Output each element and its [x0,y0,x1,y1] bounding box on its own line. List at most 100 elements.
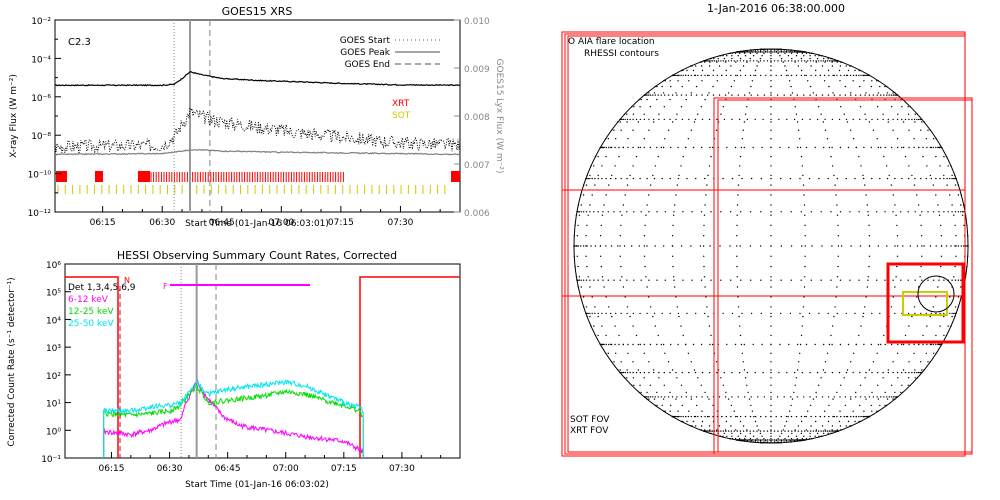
lon-grid-dot [826,138,829,140]
lon-grid-dot [770,55,772,57]
lon-grid-dot [896,255,899,257]
lat-grid-dot [927,211,929,213]
lon-grid-dot [671,255,674,257]
lon-grid-dot [602,146,604,149]
lon-grid-dot [770,429,772,431]
lat-grid-dot [693,415,696,418]
lon-grid-dot [907,384,909,386]
lon-grid-dot [785,50,788,53]
lat-grid-dot [854,177,856,180]
lon-grid-dot [730,65,732,67]
lat-grid-dot [723,118,726,121]
lon-grid-dot [576,245,578,247]
lon-grid-dot [835,296,837,298]
lon-grid-dot [824,361,827,363]
lat-grid-dot [707,94,709,96]
lon-grid-dot [673,276,675,278]
lat-grid-dot [763,439,765,441]
lon-grid-dot [770,184,772,186]
lon-grid-dot [868,255,871,257]
lat-grid-dot [795,439,798,441]
lon-grid-dot [770,165,772,167]
lon-grid-dot [882,377,884,379]
lon-grid-dot [795,377,798,379]
lon-grid-dot [770,113,772,115]
lon-grid-dot [687,138,690,140]
lat-grid-dot [646,396,648,398]
lon-grid-dot [692,69,695,72]
lat-grid-dot [577,211,579,213]
lon-grid-dot [750,439,752,442]
lon-grid-dot [872,361,875,363]
lat-grid-dot [896,118,899,121]
lat-grid-dot [632,146,634,149]
lon-grid-dot [589,174,591,177]
lon-grid-dot [656,404,658,407]
lat-grid-dot [586,312,588,315]
lon-grid-dot [868,369,871,371]
lon-grid-dot [690,398,692,400]
lat-grid-dot [831,146,833,149]
lat-grid-dot [580,245,582,247]
lon-grid-dot [723,432,726,435]
lon-grid-dot [845,74,848,77]
lat-grid-dot [929,146,931,149]
lat-grid-dot [880,94,882,96]
lat-grid-dot [852,371,854,374]
lon-grid-dot [753,74,755,77]
lat-grid-dot [718,94,721,96]
lon-grid-dot [756,438,758,440]
lon-grid-dot [821,425,824,427]
lon-grid-dot [949,296,951,298]
lon-grid-dot [921,235,923,237]
lat-grid-dot [833,94,835,96]
lon-grid-dot [586,224,588,227]
lat-grid-dot [671,94,674,96]
lat-grid-dot [839,396,841,398]
lat-grid-dot [810,415,812,418]
lat-grid-dot [741,312,743,315]
sot-fov-box [902,291,948,316]
lon-grid-dot [907,106,909,108]
lon-grid-dot [611,315,613,318]
lon-grid-dot [855,146,857,149]
lat-grid-dot [602,279,604,281]
lat-grid-dot [725,430,727,432]
lon-grid-dot [600,265,602,268]
lon-grid-dot [802,315,804,318]
lon-grid-dot [814,435,816,437]
lon-grid-dot [892,194,894,196]
lon-grid-dot [824,129,827,131]
lon-grid-dot [736,74,738,77]
lat-grid-dot [643,343,645,346]
lat-grid-dot [872,94,875,96]
lat-grid-dot [901,118,903,121]
lat-grid-dot [645,94,647,96]
lat-grid-dot [582,279,585,281]
lon-grid-dot [897,377,899,379]
lon-grid-dot [670,85,672,88]
goes-dotted-series-line [54,107,461,154]
xrt-coverage-block [138,171,150,182]
lat-grid-dot [860,415,862,418]
lat-grid-dot [667,94,670,96]
lat-grid-dot [574,245,576,247]
lon-grid-dot [577,224,579,227]
lon-grid-dot [601,276,604,278]
lat-grid-dot [876,211,878,213]
lon-grid-dot [847,420,850,423]
lon-grid-dot [736,235,738,237]
lat-grid-dot [639,177,641,180]
lat-grid-dot [919,371,921,374]
lat-grid-dot [697,74,699,77]
lon-grid-dot [868,121,871,123]
lon-grid-dot [654,165,656,167]
lat-grid-dot [868,94,871,96]
lon-grid-dot [708,65,711,67]
lat-grid-dot [921,279,923,281]
lat-grid-dot [704,312,706,315]
lat-grid-dot [845,177,847,180]
goes-x-axis: 06:15 06:30 06:45 07:00 07:15 07:30 [90,206,441,228]
lat-grid-dot [717,60,720,62]
lat-grid-dot [770,312,772,315]
